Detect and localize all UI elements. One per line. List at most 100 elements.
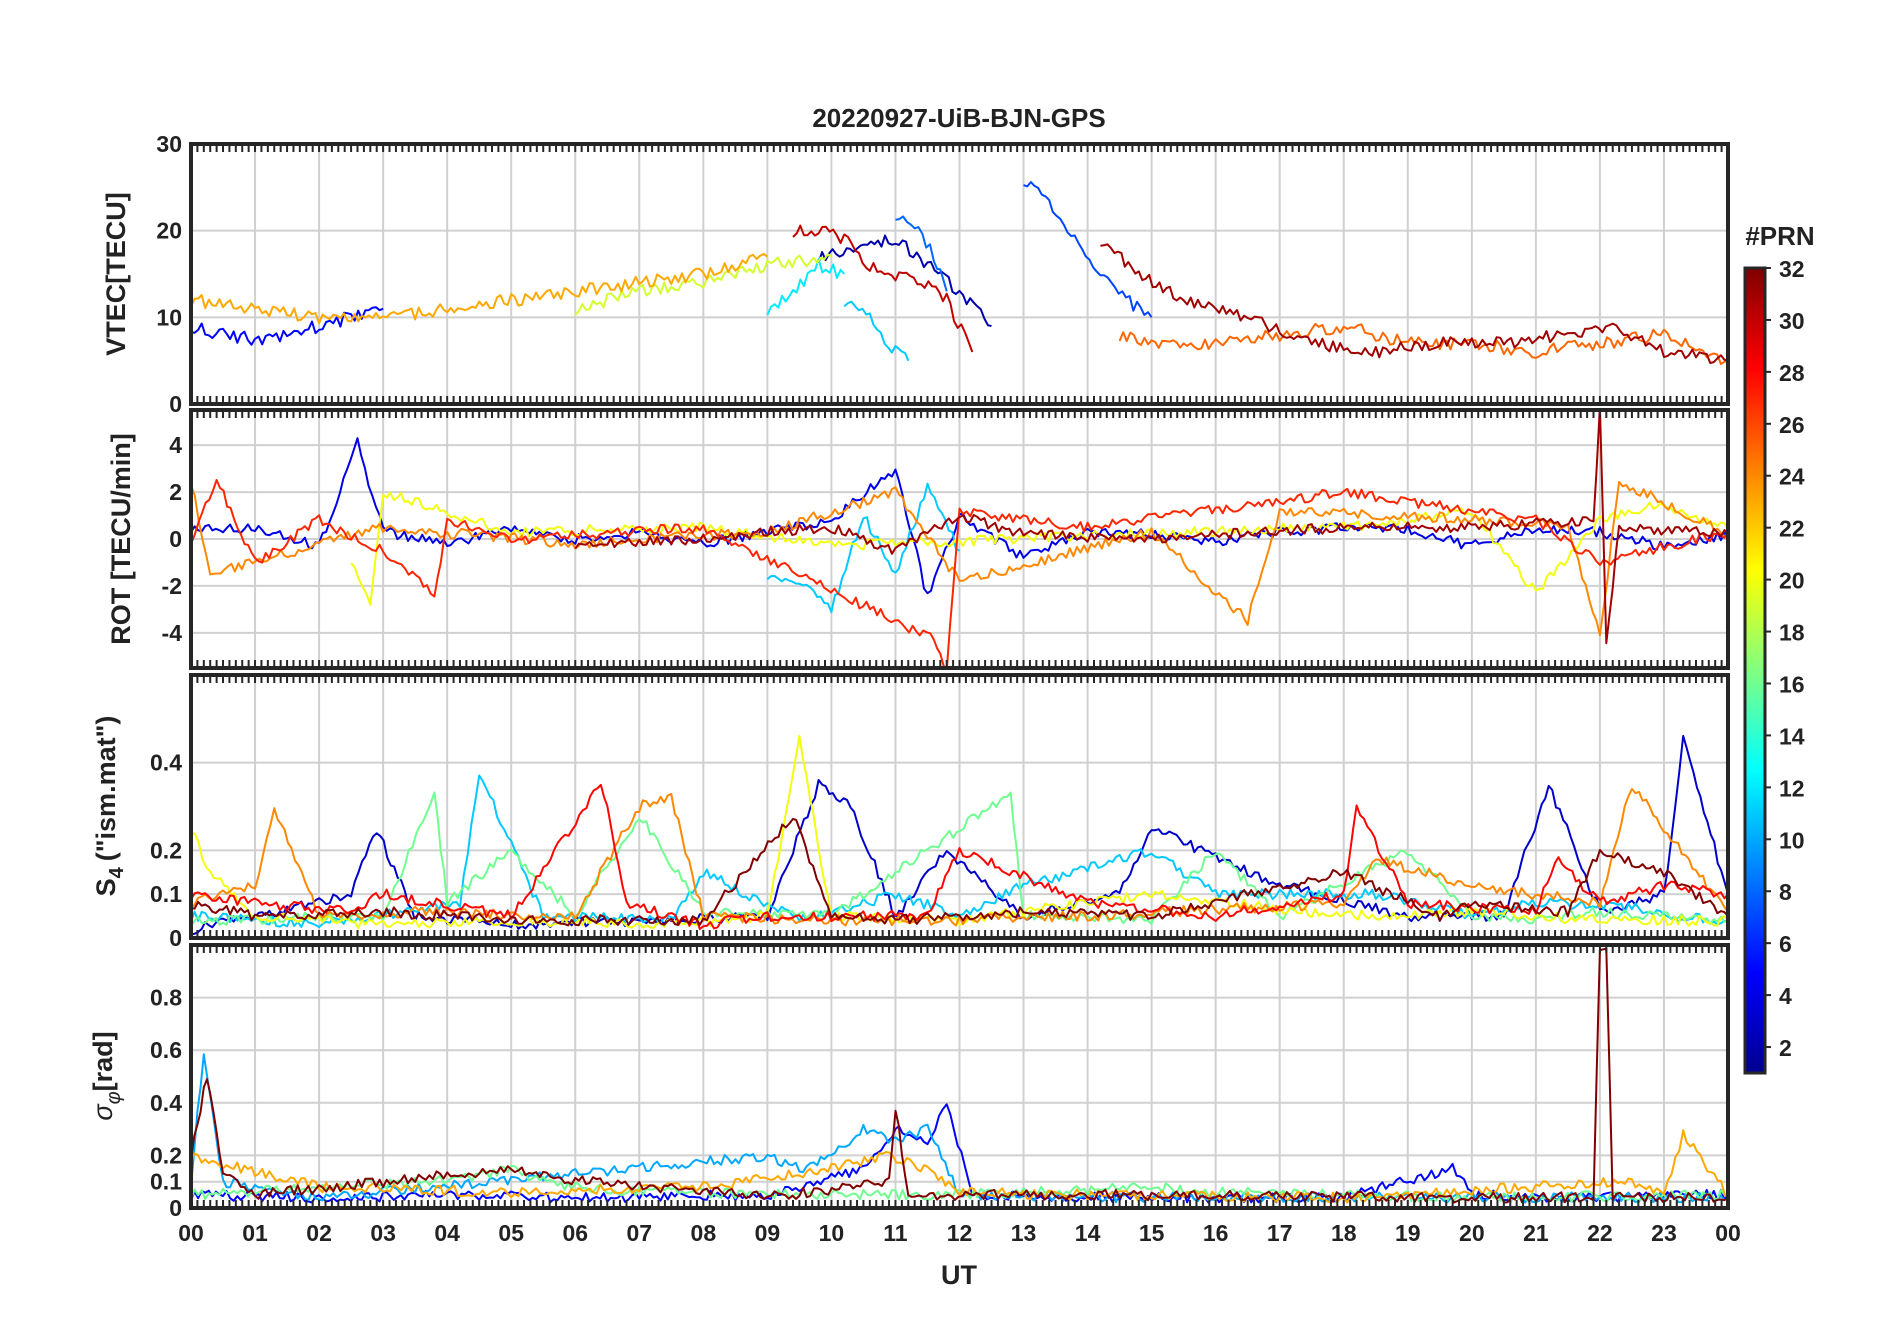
colorbar-tick-label: 8 <box>1779 879 1792 905</box>
series-prn-31 <box>574 410 1728 645</box>
y-tick-label: 4 <box>169 432 182 458</box>
colorbar-tick-label: 12 <box>1779 775 1805 801</box>
series-prn-12 <box>766 257 845 316</box>
s4-series <box>191 734 1728 936</box>
x-tick-label: 19 <box>1395 1220 1421 1246</box>
x-tick-label: 09 <box>755 1220 781 1246</box>
y-tick-label: -2 <box>162 573 182 599</box>
colorbar-tick-label: 22 <box>1779 516 1805 542</box>
y-tick-label: 30 <box>156 131 182 157</box>
x-axis-title: UT <box>941 1260 977 1290</box>
rot-grid <box>190 410 1729 668</box>
series-prn-23 <box>191 1129 1728 1204</box>
colorbar-tick-label: 2 <box>1779 1035 1792 1061</box>
colorbar-tick-label: 14 <box>1779 723 1805 749</box>
y-tick-label: 0.2 <box>150 1142 182 1168</box>
sigma_phi-grid <box>190 945 1729 1209</box>
series-prn-11 <box>766 482 960 614</box>
y-tick-label: 0.4 <box>150 1090 182 1116</box>
series-prn-19 <box>574 253 832 316</box>
colorbar-tick-label: 30 <box>1779 308 1805 334</box>
panel-s4: 0 0.1 0.2 0.4 S4("ism.mat") <box>91 673 1730 951</box>
panel-sigma_phi: 00.10.2 0.4 0.6 0.8 σφ[rad] 00 01 02 03 04 05 06 07 0… <box>88 943 1741 1246</box>
y-tick-label: 0.6 <box>150 1037 182 1063</box>
series-prn-7 <box>1023 181 1153 318</box>
x-tick-label: 00 <box>178 1220 204 1246</box>
y-tick-label: 0.8 <box>150 985 182 1011</box>
colorbar-tick-label: 24 <box>1779 464 1805 490</box>
rot-series <box>191 410 1728 668</box>
x-tick-label: 20 <box>1459 1220 1485 1246</box>
x-tick-label: 05 <box>498 1220 524 1246</box>
series-prn-16 <box>191 791 1728 927</box>
y-tick-label: 0 <box>169 526 182 552</box>
x-tick-label: 11 <box>883 1220 908 1246</box>
colorbar-tick-label: 26 <box>1779 412 1805 438</box>
x-tick-label: 15 <box>1139 1220 1165 1246</box>
colorbar-tick-label: 10 <box>1779 827 1805 853</box>
x-tick-label: 07 <box>626 1220 652 1246</box>
colorbar-tick-label: 32 <box>1779 256 1805 282</box>
rot-minor-ticks <box>190 410 1729 668</box>
figure-title: 20220927-UiB-BJN-GPS <box>812 103 1105 133</box>
colorbar-tick-label: 6 <box>1779 931 1792 957</box>
x-tick-label: 02 <box>306 1220 332 1246</box>
y-tick-label: 0.1 <box>150 881 182 907</box>
x-tick-label: 03 <box>370 1220 396 1246</box>
colorbar-tick-label: 4 <box>1779 983 1792 1009</box>
y-tick-label: 0 <box>169 925 182 951</box>
y-tick-label: 0.4 <box>150 750 182 776</box>
x-tick-label: 16 <box>1203 1220 1229 1246</box>
series-prn-24 <box>191 480 1728 637</box>
colorbar-tick-label: 16 <box>1779 671 1805 697</box>
y-tick-label: 20 <box>156 218 182 244</box>
x-tick-label: 21 <box>1523 1220 1549 1246</box>
panel-vtec: 0 10 20 30 VTEC[TECU] <box>101 131 1730 417</box>
x-tick-label: 14 <box>1075 1220 1101 1246</box>
x-tick-label: 01 <box>242 1220 268 1246</box>
vtec-y-axis-label: VTEC[TECU] <box>101 192 131 356</box>
colorbar-tick-label: 28 <box>1779 360 1805 386</box>
series-prn-11 <box>843 300 910 362</box>
rot-y-axis-label: ROT [TECU/min] <box>106 433 136 644</box>
y-tick-label: 0 <box>169 1195 182 1221</box>
series-prn-28 <box>191 783 1728 930</box>
x-tick-label: 13 <box>1011 1220 1037 1246</box>
s4-y-axis-label: S4("ism.mat") <box>91 716 128 897</box>
panel-rot: -4 -2 0 2 4 ROT [TECU/min] <box>106 408 1730 670</box>
s4-grid <box>190 675 1729 939</box>
y-tick-label: 0.2 <box>150 837 182 863</box>
series-prn-30 <box>792 224 974 353</box>
y-tick-label: -4 <box>162 620 183 646</box>
sigma_phi-minor-ticks <box>190 945 1729 1208</box>
colorbar-tick-label: 18 <box>1779 620 1805 646</box>
series-prn-25 <box>1118 322 1728 365</box>
x-tick-label: 04 <box>434 1220 460 1246</box>
series-prn-8 <box>895 215 948 292</box>
series-prn-20 <box>191 734 1728 930</box>
x-tick-label: 12 <box>947 1220 973 1246</box>
x-tick-label: 18 <box>1331 1220 1357 1246</box>
colorbar-tick-label: 20 <box>1779 568 1805 594</box>
sigma_phi-series <box>191 947 1728 1204</box>
y-tick-label: 10 <box>156 304 182 330</box>
x-tick-label: 00 <box>1715 1220 1741 1246</box>
series-prn-5 <box>191 306 384 346</box>
series-prn-2 <box>817 234 992 327</box>
s4-minor-ticks <box>190 675 1729 938</box>
y-tick-label: 0.1 <box>150 1169 182 1195</box>
y-tick-label: 2 <box>169 479 182 505</box>
series-prn-31 <box>1100 243 1728 364</box>
sigma_phi-y-axis-label: σφ[rad] <box>88 1031 125 1120</box>
x-tick-label: 22 <box>1587 1220 1613 1246</box>
vtec-grid <box>190 143 1729 405</box>
series-prn-32 <box>191 947 1728 1204</box>
x-tick-label: 23 <box>1651 1220 1677 1246</box>
colorbar-gradient <box>1743 266 1767 1075</box>
x-tick-label: 06 <box>562 1220 588 1246</box>
y-tick-label: 0 <box>169 391 182 417</box>
series-prn-32 <box>191 817 1728 927</box>
